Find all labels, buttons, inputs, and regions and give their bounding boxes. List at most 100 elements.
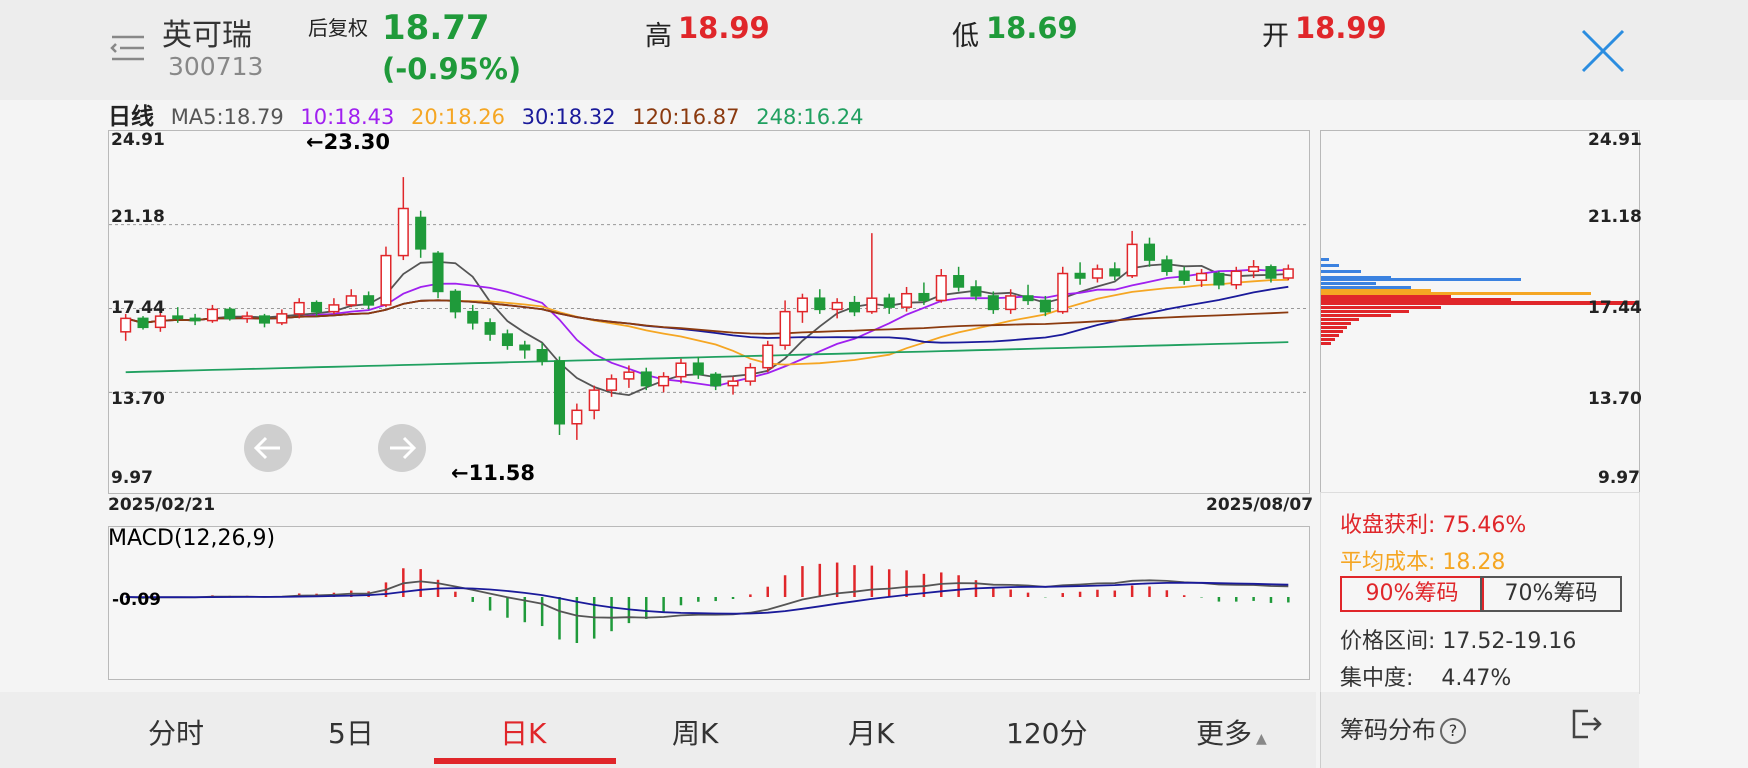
candle-body [571, 409, 583, 425]
candle-body [606, 378, 618, 391]
tab-5day[interactable]: 5日 [328, 717, 374, 750]
candle-body [553, 360, 566, 425]
change-percent: (-0.95%) [382, 52, 522, 86]
candle-body [484, 322, 496, 335]
candle-body [501, 333, 513, 347]
chip-dist-label: 筹码分布 [1340, 716, 1436, 744]
scroll-left-button[interactable] [244, 424, 292, 472]
concentration: 集中度: 4.47% [1340, 660, 1511, 692]
ma30-value: 30:18.32 [521, 105, 616, 129]
question-circle-icon[interactable]: ? [1440, 718, 1466, 744]
candle-body [189, 317, 201, 322]
range-value: 17.52-19.16 [1442, 629, 1577, 654]
kline-chart[interactable] [108, 130, 1310, 494]
candle-body [328, 304, 340, 313]
candle-body [415, 216, 427, 250]
arrow-right-icon [390, 436, 417, 460]
close-icon[interactable] [1580, 28, 1626, 74]
profit-label: 收盘获利: [1340, 513, 1436, 538]
scroll-right-button[interactable] [378, 424, 426, 472]
tab-more-label: 更多 [1196, 717, 1253, 750]
chip-90-button[interactable]: 90%筹码 [1340, 576, 1484, 612]
open-label: 开 [1262, 21, 1289, 52]
candle-body [276, 313, 288, 324]
candle-body [224, 308, 236, 320]
macd-chart[interactable] [108, 526, 1310, 680]
candle-body [692, 362, 704, 376]
candle-body [1022, 295, 1034, 302]
tab-120min[interactable]: 120分 [1006, 717, 1088, 750]
candle-body [935, 275, 947, 302]
avg-cost-value: 18.28 [1442, 550, 1506, 575]
y-tick-label: 13.70 [111, 389, 165, 409]
candle-body [1213, 272, 1225, 286]
tab-monthly-k[interactable]: 月K [848, 717, 895, 750]
open-value: 18.99 [1295, 11, 1387, 45]
ma-line [125, 268, 1289, 388]
stock-name: 英可瑞 [162, 18, 252, 53]
candle-body [154, 315, 166, 329]
candle-body [293, 301, 305, 315]
candle-body [848, 301, 861, 313]
candle-body [1248, 266, 1260, 273]
period-label: 日线 [108, 104, 154, 130]
candle-body [901, 292, 913, 308]
chip-dist-title[interactable]: 筹码分布? [1340, 710, 1466, 745]
candle-body [206, 308, 218, 322]
candle-body [432, 252, 444, 293]
ma10-value: 10:18.43 [300, 105, 395, 129]
chip-y-tick: 24.91 [1588, 130, 1642, 150]
tab-daily-k[interactable]: 日K [500, 717, 547, 750]
candle-body [345, 295, 357, 306]
candle-body [536, 349, 548, 362]
candle-body [1109, 268, 1121, 277]
header-bar [0, 0, 1748, 100]
y-tick-label: 17.44 [111, 298, 165, 318]
ma-line [125, 260, 1289, 397]
tab-weekly-k[interactable]: 周K [672, 717, 719, 750]
candle-body [1282, 268, 1294, 279]
avg-cost-label: 平均成本: [1340, 550, 1436, 575]
candle-body [449, 290, 461, 313]
active-tab-indicator [434, 758, 616, 764]
candle-body [866, 297, 878, 313]
candle-body [172, 315, 184, 320]
tab-more[interactable]: 更多 ▲ [1196, 712, 1267, 752]
concentration-label: 集中度: [1340, 666, 1414, 691]
candle-body [519, 344, 531, 351]
chip-y-tick: 17.44 [1588, 298, 1642, 318]
candle-body [883, 297, 895, 308]
candle-body [727, 380, 739, 387]
dea-line [125, 581, 1289, 615]
candle-body [640, 371, 652, 387]
y-tick-label: 9.97 [111, 468, 153, 488]
chip-y-tick: 21.18 [1588, 207, 1642, 227]
candle-body [363, 295, 375, 306]
candle-body [1074, 272, 1086, 279]
candle-body [1161, 259, 1173, 273]
start-date: 2025/02/21 [108, 495, 216, 515]
profit-value: 75.46% [1442, 513, 1527, 538]
chip-footer [1320, 692, 1639, 768]
low-value: 18.69 [986, 11, 1078, 45]
candle-body [987, 295, 999, 311]
high-label: 高 [645, 21, 672, 52]
candle-body [623, 371, 635, 380]
candle-body [762, 344, 774, 369]
candle-body [918, 292, 930, 302]
adjust-mode-label[interactable]: 后复权 [308, 16, 368, 40]
concentration-value: 4.47% [1441, 666, 1512, 691]
caret-up-icon: ▲ [1256, 731, 1267, 747]
chip-y-tick: 13.70 [1588, 389, 1642, 409]
candle-body [311, 301, 323, 313]
exit-icon[interactable] [1570, 708, 1602, 740]
tab-intraday[interactable]: 分时 [148, 717, 205, 750]
period-tab-bar [0, 692, 1316, 768]
candle-body [137, 317, 149, 329]
menu-icon[interactable] [110, 33, 146, 63]
candle-body [970, 286, 982, 297]
low-label: 低 [952, 21, 979, 52]
end-date: 2025/08/07 [1206, 495, 1314, 515]
arrow-left-icon [253, 436, 280, 460]
chip-70-button[interactable]: 70%筹码 [1480, 576, 1622, 612]
